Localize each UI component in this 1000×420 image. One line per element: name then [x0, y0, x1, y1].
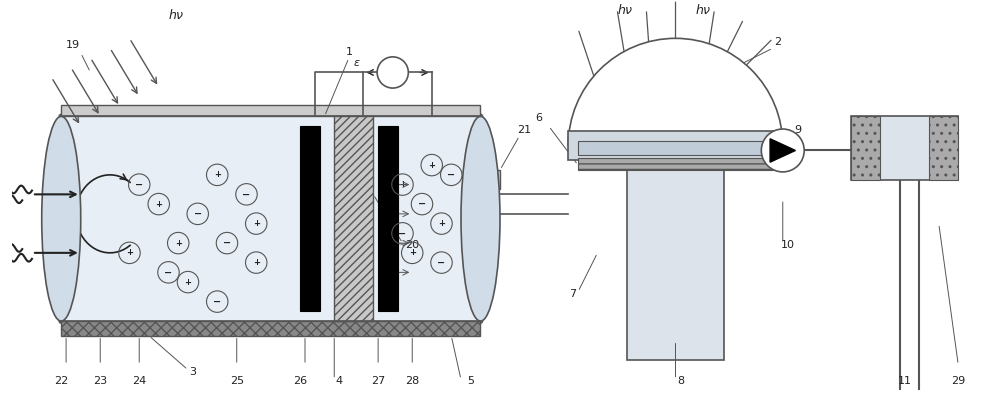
Text: −: −: [437, 257, 446, 268]
Text: +: +: [438, 219, 445, 228]
Text: $h\nu$: $h\nu$: [695, 3, 712, 17]
Text: −: −: [194, 209, 202, 219]
Text: 28: 28: [405, 376, 419, 386]
Text: +: +: [253, 219, 260, 228]
Text: 11: 11: [898, 376, 912, 386]
Text: +: +: [214, 171, 221, 179]
Polygon shape: [770, 139, 795, 162]
Text: ε: ε: [354, 58, 360, 68]
FancyBboxPatch shape: [578, 158, 773, 170]
Text: 10: 10: [781, 240, 795, 250]
FancyBboxPatch shape: [61, 105, 480, 116]
Text: +: +: [175, 239, 182, 248]
Text: −: −: [418, 199, 426, 209]
Wedge shape: [568, 38, 783, 146]
Text: 8: 8: [677, 376, 684, 386]
Text: −: −: [164, 268, 173, 277]
Text: −: −: [447, 170, 455, 180]
Text: 4: 4: [336, 376, 343, 386]
FancyBboxPatch shape: [851, 116, 958, 180]
Text: $h\nu$: $h\nu$: [617, 3, 634, 17]
Text: 9: 9: [794, 125, 801, 135]
FancyBboxPatch shape: [378, 126, 398, 311]
Ellipse shape: [42, 116, 81, 321]
Text: 27: 27: [371, 376, 385, 386]
Text: 25: 25: [230, 376, 244, 386]
FancyBboxPatch shape: [300, 126, 320, 311]
Text: +: +: [428, 160, 435, 170]
Text: −: −: [213, 297, 221, 307]
Text: 6: 6: [536, 113, 543, 123]
Text: +: +: [409, 248, 416, 257]
Text: +: +: [155, 200, 162, 209]
Text: 23: 23: [93, 376, 107, 386]
Text: 3: 3: [189, 367, 196, 377]
FancyBboxPatch shape: [851, 116, 880, 180]
Text: +: +: [184, 278, 191, 286]
Text: −: −: [135, 180, 143, 189]
Circle shape: [761, 129, 804, 172]
Text: 24: 24: [132, 376, 146, 386]
Text: 7: 7: [570, 289, 577, 299]
Text: 22: 22: [54, 376, 68, 386]
Text: A: A: [388, 68, 397, 77]
FancyBboxPatch shape: [578, 141, 773, 155]
FancyBboxPatch shape: [627, 160, 724, 360]
Text: 20: 20: [405, 240, 419, 250]
Text: +: +: [399, 180, 406, 189]
FancyBboxPatch shape: [61, 321, 480, 336]
Ellipse shape: [461, 116, 500, 321]
Text: 19: 19: [66, 40, 80, 50]
Text: +: +: [126, 248, 133, 257]
Text: 5: 5: [467, 376, 474, 386]
Text: 1: 1: [345, 47, 352, 57]
FancyBboxPatch shape: [485, 170, 500, 189]
FancyBboxPatch shape: [334, 116, 373, 321]
Text: 21: 21: [517, 125, 531, 135]
Text: +: +: [253, 258, 260, 267]
Text: $h\nu$: $h\nu$: [168, 8, 185, 22]
FancyBboxPatch shape: [59, 114, 482, 323]
Text: −: −: [223, 238, 231, 248]
Text: 2: 2: [774, 37, 781, 47]
FancyBboxPatch shape: [929, 116, 958, 180]
Text: −: −: [398, 228, 407, 239]
Text: 29: 29: [951, 376, 965, 386]
Text: −: −: [242, 189, 251, 200]
Text: 26: 26: [293, 376, 307, 386]
FancyBboxPatch shape: [568, 131, 783, 160]
Circle shape: [377, 57, 408, 88]
